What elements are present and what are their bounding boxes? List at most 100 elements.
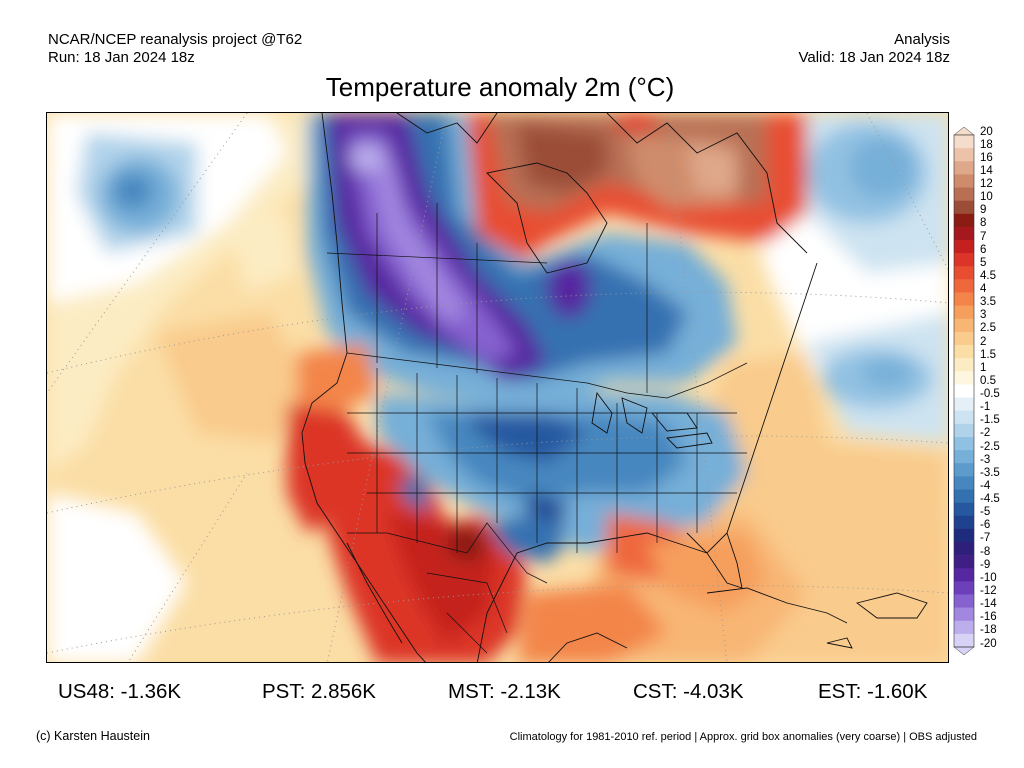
colorbar-tick-label: 3: [980, 309, 987, 322]
colorbar-tick-label: 8: [980, 217, 987, 230]
colorbar-tick-label: -9: [980, 558, 991, 571]
header-right: Analysis Valid: 18 Jan 2024 18z: [798, 31, 950, 67]
colorbar-swatch: [954, 253, 974, 267]
colorbar-swatch: [954, 305, 974, 320]
colorbar-tick-label: 1: [980, 361, 987, 374]
colorbar-tick-label: -18: [980, 624, 997, 637]
political-borders: [326, 203, 748, 654]
colorbar-tick-label: -0.5: [980, 388, 1000, 401]
colorbar-swatch: [954, 318, 974, 333]
colorbar-tick-label: -3.5: [980, 466, 1000, 479]
colorbar-swatch: [954, 568, 974, 582]
region-cst: CST: -4.03K: [633, 680, 744, 703]
header-left: NCAR/NCEP reanalysis project @T62 Run: 1…: [48, 31, 302, 67]
colorbar-tick-label: -16: [980, 611, 997, 624]
colorbar-swatch: [954, 620, 974, 635]
colorbar-tick-label: 2.5: [980, 322, 996, 335]
colorbar-tick-label: 6: [980, 243, 987, 256]
colorbar-swatch: [954, 463, 974, 477]
colorbar-swatch: [954, 266, 974, 280]
colorbar-tick-label: 10: [980, 191, 993, 204]
colorbar-tick-label: -14: [980, 598, 997, 611]
region-pst: PST: 2.856K: [262, 680, 376, 703]
colorbar-swatch: [954, 541, 974, 556]
colorbar-tick-label: -4.5: [980, 493, 1000, 506]
colorbar-tick-label: 4.5: [980, 269, 996, 282]
graticule: [47, 113, 948, 662]
colorbar-swatch: [954, 555, 974, 569]
region-mst: MST: -2.13K: [448, 680, 561, 703]
colorbar-swatch: [954, 633, 974, 648]
colorbar-swatch: [954, 450, 974, 464]
colorbar-swatch: [954, 476, 974, 490]
colorbar-swatch: [954, 371, 974, 385]
colorbar-tick-label: -4: [980, 479, 991, 492]
map-title: Temperature anomaly 2m (°C): [325, 72, 675, 102]
colorbar-swatch: [954, 213, 974, 228]
colorbar-swatch: [954, 240, 974, 254]
colorbar-swatch: [954, 292, 974, 306]
climatology-note: Climatology for 1981-2010 ref. period | …: [509, 731, 977, 743]
colorbar-tick-label: -1: [980, 401, 991, 414]
colorbar-tick-label: -8: [980, 545, 991, 558]
colorbar-swatch: [954, 410, 974, 425]
colorbar-swatch: [954, 226, 974, 241]
colorbar-tick-label: -20: [980, 637, 997, 650]
colorbar-tick-label: -10: [980, 571, 997, 584]
colorbar-tick-label: 9: [980, 204, 987, 217]
colorbar-swatch: [954, 200, 974, 215]
colorbar-tick-label: 0.5: [980, 374, 996, 387]
colorbar-swatch: [954, 528, 974, 543]
regional-averages: US48: -1.36K PST: 2.856K MST: -2.13K CST…: [0, 680, 1024, 704]
colorbar-tick-label: -5: [980, 506, 991, 519]
colorbar-tick-label: 16: [980, 151, 993, 164]
colorbar-tick-label: 2: [980, 335, 987, 348]
product-label: Analysis: [894, 31, 950, 48]
colorbar-tick-label: -1.5: [980, 414, 1000, 427]
colorbar-tick-label: 14: [980, 164, 993, 177]
colorbar-swatch: [954, 489, 974, 503]
colorbar-tick-label: -3: [980, 453, 991, 466]
credit-text: (c) Karsten Haustein: [36, 729, 150, 743]
colorbar-tick-label: 7: [980, 230, 987, 243]
colorbar-swatch: [954, 187, 974, 201]
colorbar-tick-label: -2.5: [980, 440, 1000, 453]
run-label: Run: 18 Jan 2024 18z: [48, 49, 195, 66]
source-label: NCAR/NCEP reanalysis project @T62: [48, 31, 303, 48]
colorbar-swatch: [954, 594, 974, 608]
colorbar-swatch: [954, 384, 974, 398]
colorbar-tick-label: 1.5: [980, 348, 996, 361]
colorbar-swatch: [954, 358, 974, 372]
colorbar-swatch: [954, 502, 974, 517]
colorbar-swatch: [954, 279, 974, 293]
colorbar-tick-label: 18: [980, 138, 993, 151]
colorbar: [953, 126, 975, 656]
colorbar-swatch: [954, 345, 974, 359]
coastlines: [301, 113, 928, 662]
colorbar-swatch: [954, 331, 974, 346]
colorbar-tick-label: -6: [980, 519, 991, 532]
colorbar-tick-label: 12: [980, 178, 993, 190]
colorbar-tick-label: 3.5: [980, 296, 996, 309]
colorbar-swatch: [954, 135, 974, 149]
valid-label: Valid: 18 Jan 2024 18z: [798, 49, 950, 66]
colorbar-swatch: [954, 607, 974, 622]
colorbar-swatch: [954, 515, 974, 530]
colorbar-swatch: [954, 581, 974, 595]
anomaly-map-svg: [47, 113, 948, 662]
colorbar-top-arrow: [953, 126, 975, 136]
colorbar-bottom-arrow: [953, 646, 975, 656]
colorbar-swatch: [954, 423, 974, 438]
colorbar-tick-label: -2: [980, 427, 991, 440]
colorbar-swatch: [954, 161, 974, 175]
colorbar-swatch: [954, 148, 974, 162]
colorbar-swatch: [954, 397, 974, 411]
colorbar-tick-label: 5: [980, 256, 987, 269]
anomaly-map: [46, 112, 949, 663]
colorbar-swatch: [954, 174, 974, 188]
colorbar-tick-label: 20: [980, 125, 993, 138]
region-est: EST: -1.60K: [818, 680, 928, 703]
colorbar-tick-label: -12: [980, 584, 997, 597]
colorbar-tick-label: -7: [980, 532, 991, 545]
colorbar-tick-label: 4: [980, 283, 987, 296]
